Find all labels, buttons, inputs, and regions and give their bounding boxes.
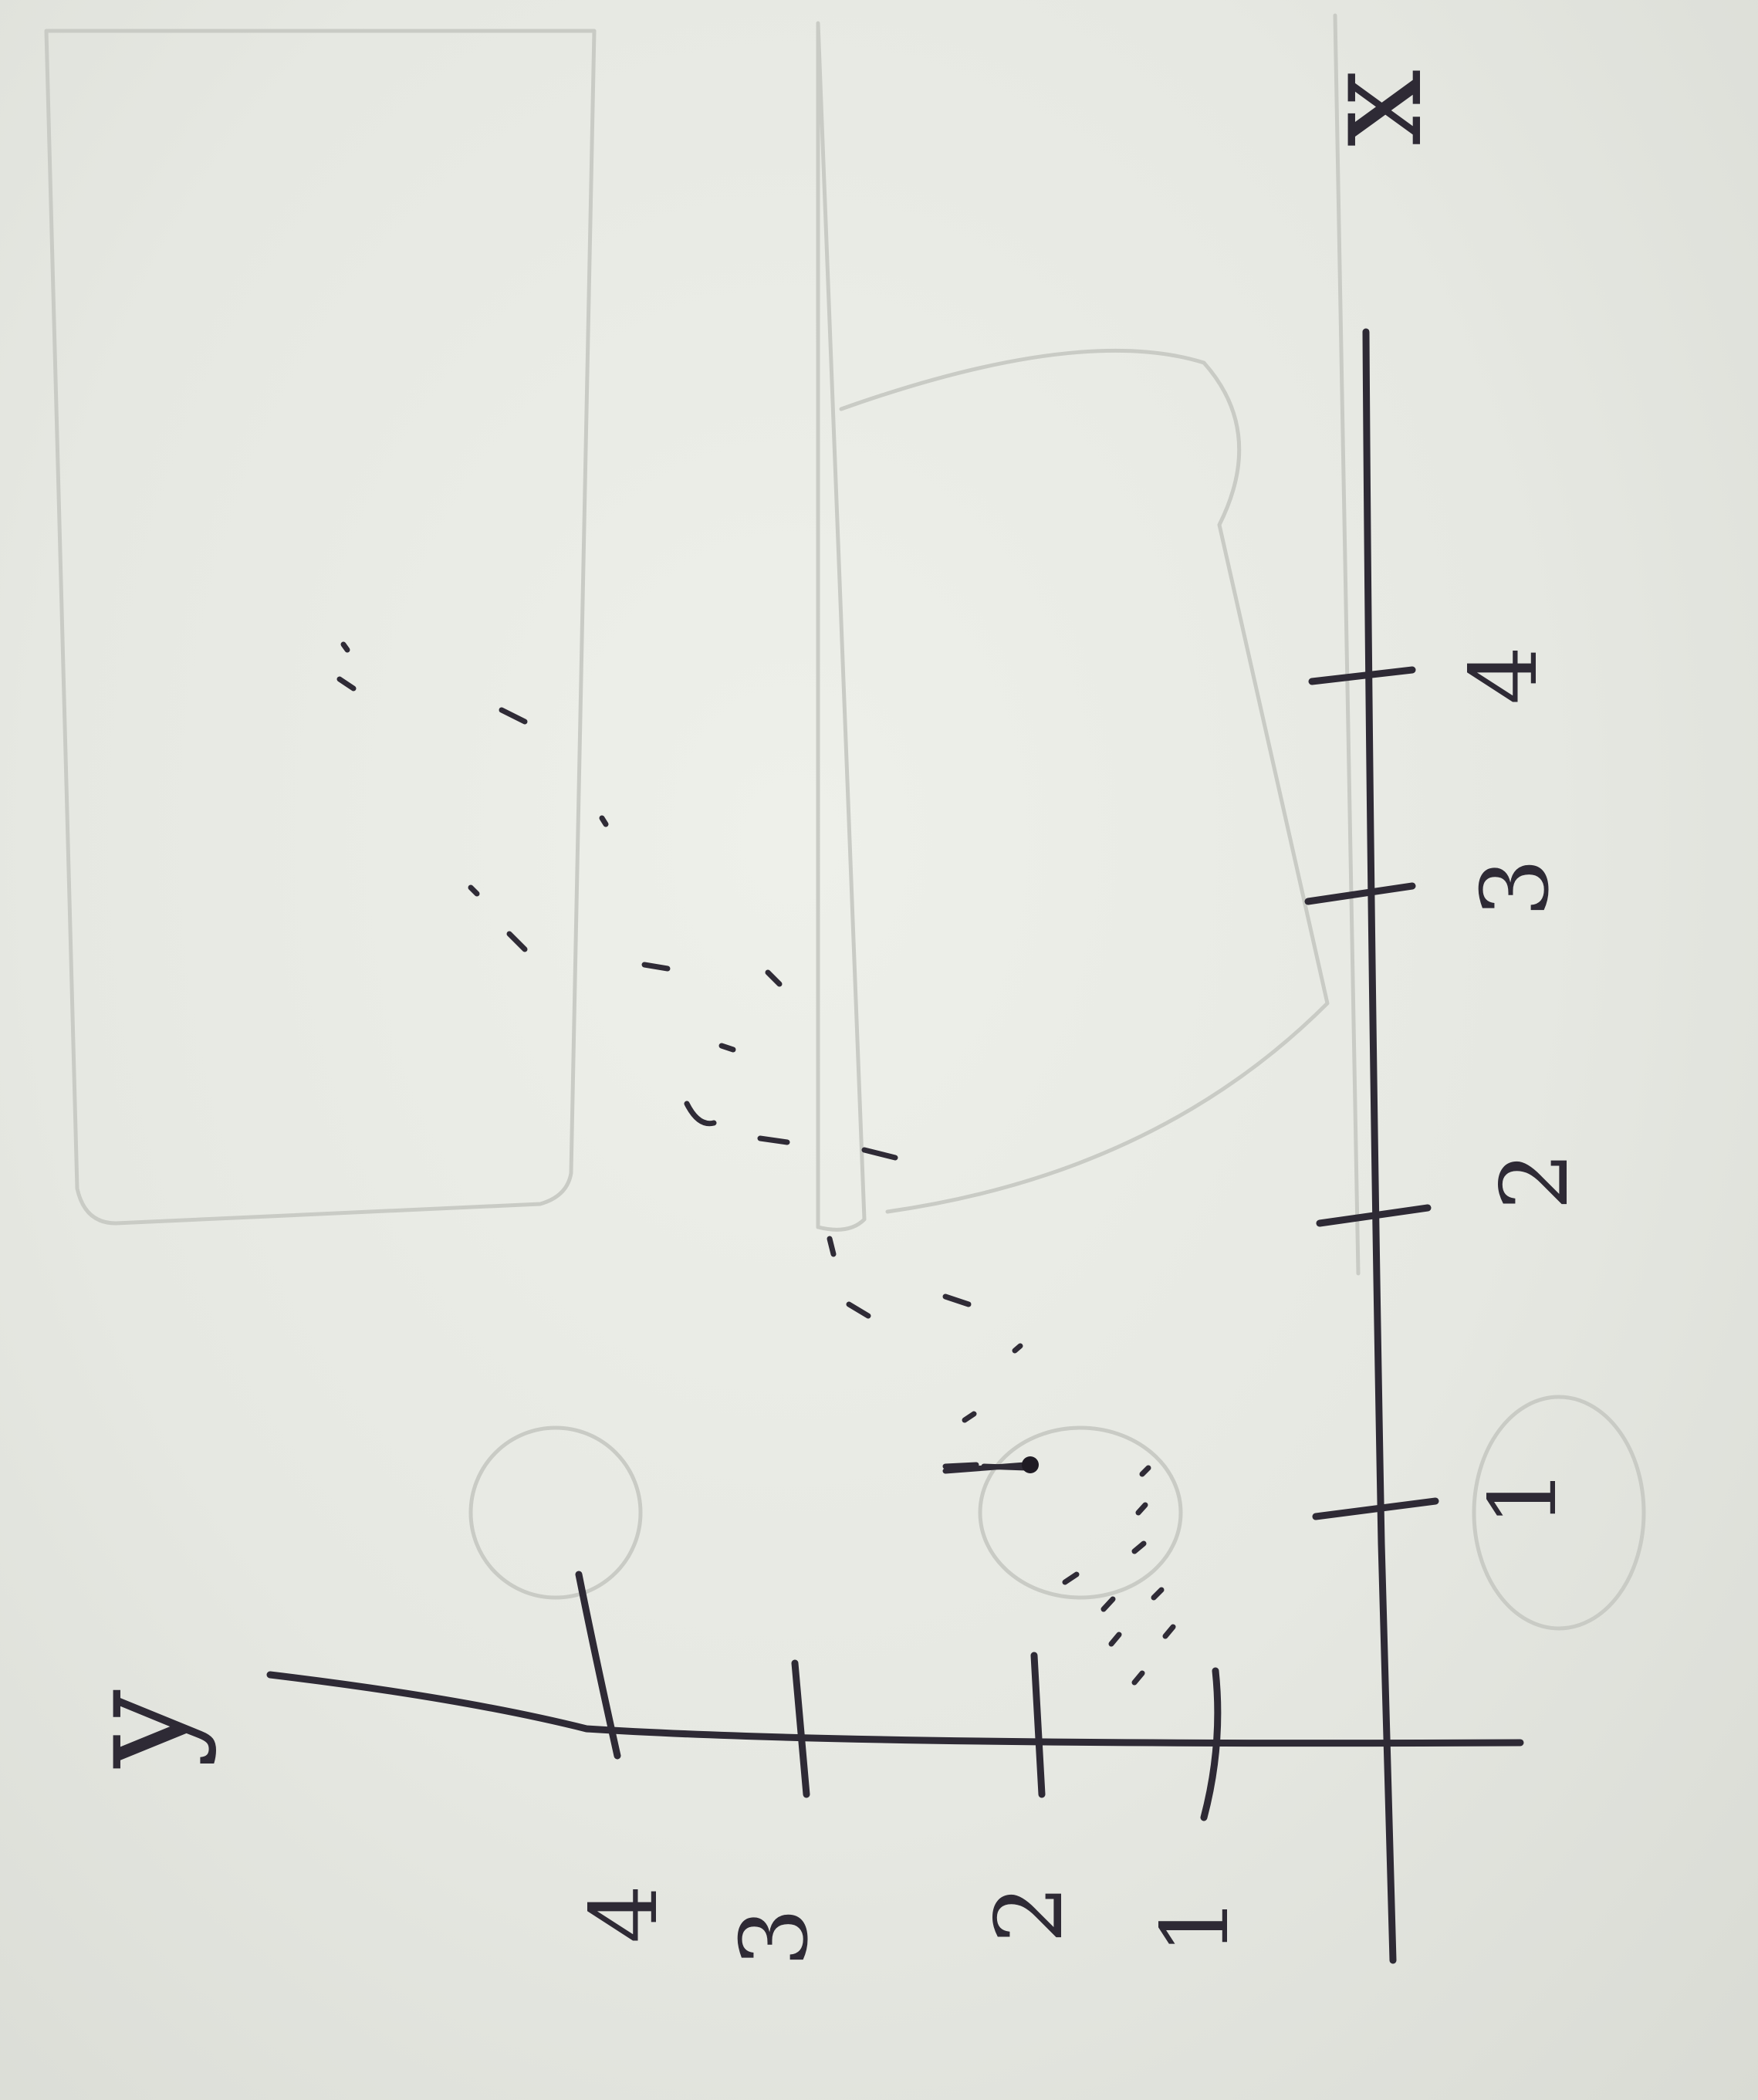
- curve-dash: [684, 1101, 717, 1127]
- axis-labels: x y 1 2 3 4 1 2 3 4: [57, 69, 1589, 1966]
- curve-dash: [1135, 1502, 1148, 1516]
- curve-dash: [1131, 1670, 1145, 1686]
- axes: [266, 328, 1524, 1964]
- x-tick-4: [1308, 666, 1416, 685]
- curve-dash: [1100, 1596, 1116, 1612]
- y-tick-label-1: 1: [1142, 1896, 1249, 1955]
- curve-dash: [827, 1236, 837, 1257]
- curve-dash: [962, 1411, 977, 1423]
- curve-dash: [336, 676, 357, 692]
- bleed-through-marks: [44, 13, 1646, 1631]
- y-tick-2: [1030, 1652, 1046, 1798]
- ghost-circle: [978, 1425, 1183, 1600]
- y-tick-label-3: 3: [722, 1908, 829, 1966]
- curve-dash: [641, 962, 671, 972]
- dashed-curve: [336, 641, 1176, 1686]
- ghost-circle: [468, 1425, 643, 1600]
- x-tick-label-2: 2: [1482, 1151, 1589, 1210]
- curve-dash: [718, 1043, 736, 1053]
- ghost-circle: [1472, 1395, 1646, 1631]
- point-stroke: [942, 1462, 1028, 1474]
- point-dot: [1022, 1456, 1039, 1473]
- curve-dash: [506, 931, 528, 952]
- curve-dash: [846, 1301, 871, 1319]
- x-axis-name: x: [1292, 69, 1453, 147]
- y-tick-4: [575, 1571, 621, 1760]
- x-tick-label-1: 1: [1470, 1468, 1577, 1527]
- y-tick-3: [791, 1659, 810, 1798]
- ghost-column-line: [1333, 13, 1361, 1276]
- curve-dash: [942, 1462, 979, 1469]
- curve-dash: [1062, 1571, 1080, 1585]
- curve-dash: [468, 884, 480, 897]
- curve-dash: [757, 1135, 790, 1145]
- x-axis-line: [1362, 328, 1397, 1964]
- curve-dash: [1151, 1587, 1165, 1601]
- ghost-shape: [839, 348, 1330, 1214]
- plotted-point: [942, 1456, 1039, 1474]
- curve-dash: [861, 1147, 898, 1161]
- y-axis-name: y: [57, 1689, 218, 1769]
- curve-dash: [1131, 1540, 1147, 1554]
- y-tick-1: [1200, 1667, 1222, 1821]
- y-tick-label-4: 4: [571, 1885, 678, 1943]
- curve-dash: [599, 815, 609, 827]
- x-tick-1: [1312, 1497, 1439, 1520]
- curve-dash: [1108, 1632, 1122, 1647]
- y-axis-line: [266, 1671, 1524, 1747]
- x-tick-3: [1304, 882, 1416, 905]
- curve-dash: [340, 641, 350, 653]
- x-tick-label-4: 4: [1451, 646, 1558, 705]
- curve-dash: [1162, 1624, 1176, 1639]
- curve-dash: [499, 707, 528, 725]
- ghost-column: [816, 21, 867, 1232]
- curve-dash: [1012, 1343, 1023, 1354]
- curve-dash: [1139, 1465, 1151, 1477]
- x-tick-2: [1316, 1204, 1432, 1227]
- x-tick-label-3: 3: [1462, 858, 1570, 917]
- curve-dash: [942, 1293, 972, 1307]
- y-tick-label-2: 2: [976, 1885, 1084, 1943]
- ghost-rectangle: [44, 29, 597, 1226]
- curve-dash: [765, 969, 783, 987]
